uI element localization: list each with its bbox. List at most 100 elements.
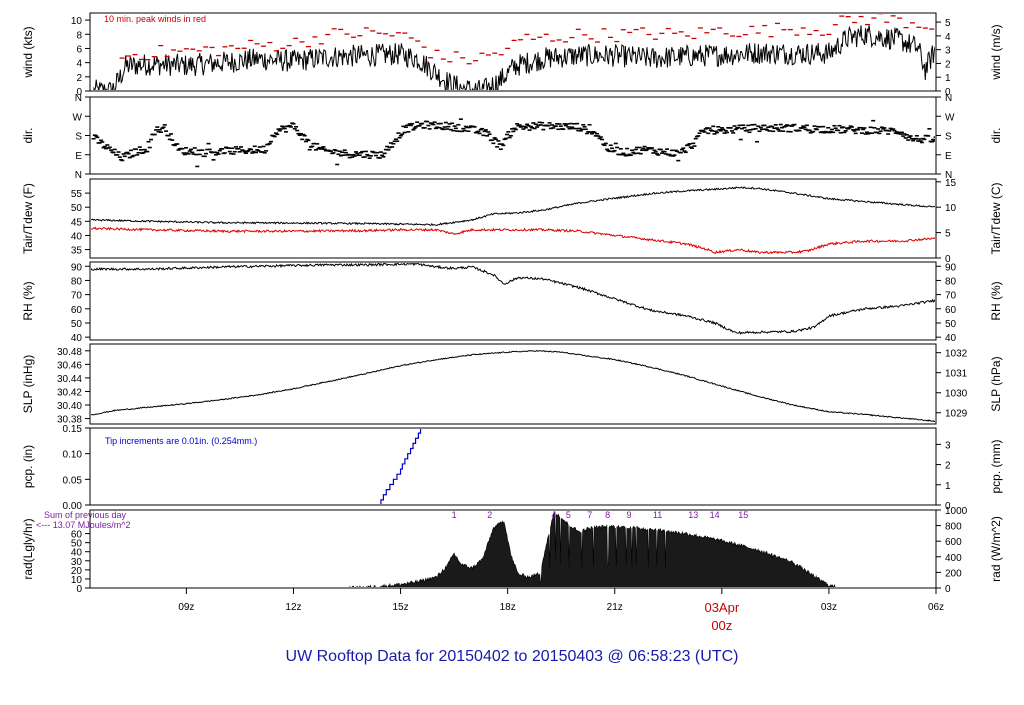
dir-series-group bbox=[91, 118, 935, 168]
rad-hour-marker: 4 bbox=[552, 510, 557, 520]
slp-frame bbox=[89, 343, 937, 425]
temp-right-tick-label: 10 bbox=[945, 203, 957, 214]
rad-left-tick-label: 40 bbox=[71, 548, 83, 559]
dir-right-tick-label: E bbox=[945, 151, 952, 162]
dir-left-tick-label: N bbox=[75, 170, 82, 181]
pcp-left-tick-label: 0.15 bbox=[63, 424, 83, 435]
rad-right-tick-label: 400 bbox=[945, 553, 962, 564]
rad-right-tick-label: 600 bbox=[945, 537, 962, 548]
temp-series-1-line bbox=[91, 226, 935, 255]
dir-right-tick-label: N bbox=[945, 93, 952, 104]
rh-left-tick-label: 70 bbox=[71, 291, 83, 302]
wind-series-group bbox=[93, 14, 935, 90]
slp-left-tick-label: 30.44 bbox=[57, 374, 82, 385]
panel-temp: 35 40 45 50 55 0 5 10 15 Tair/Tdew (F) Tair/Tdew (… bbox=[21, 178, 1003, 265]
rh-left-tick-label: 40 bbox=[71, 333, 83, 344]
slp-right-tick-label: 1032 bbox=[945, 349, 968, 360]
rad-frame bbox=[89, 509, 937, 589]
slp-ylabel-right: SLP (hPa) bbox=[989, 356, 1003, 411]
rad-left-tick-label: 10 bbox=[71, 575, 83, 586]
panel-rad: 010203040506002004006008001000rad(Lgly/h… bbox=[21, 506, 1003, 595]
dir-right-tick-label: N bbox=[945, 170, 952, 181]
temp-right-tick-label: 15 bbox=[945, 178, 957, 189]
rad-left-tick-label: 50 bbox=[71, 539, 83, 550]
rad-hour-marker: 5 bbox=[566, 510, 571, 520]
rad-hour-marker: 11 bbox=[653, 510, 662, 520]
x-tick-label: 15z bbox=[392, 602, 408, 613]
rad-hour-marker: 1 bbox=[452, 510, 457, 520]
slp-left-tick-label: 30.40 bbox=[57, 401, 82, 412]
dir-ylabel-left: dir. bbox=[21, 127, 35, 143]
rh-left-tick-label: 80 bbox=[71, 276, 83, 287]
slp-right-tick-label: 1030 bbox=[945, 389, 968, 400]
wind-right-tick-label: 1 bbox=[945, 73, 951, 84]
wind-right-tick-label: 5 bbox=[945, 18, 951, 29]
wind-annotation: 10 min. peak winds in red bbox=[104, 14, 206, 24]
dir-frame bbox=[89, 96, 937, 175]
rad-left-tick-label: 0 bbox=[76, 584, 82, 595]
pcp-left-tick-label: 0.00 bbox=[63, 501, 83, 512]
pcp-left-tick-label: 0.10 bbox=[63, 450, 83, 461]
rad-hour-marker: 14 bbox=[710, 510, 720, 520]
rad-hour-marker: 2 bbox=[487, 510, 492, 520]
rh-left-tick-label: 50 bbox=[71, 319, 83, 330]
wind-right-tick-label: 3 bbox=[945, 46, 951, 57]
rh-ylabel-right: RH (%) bbox=[989, 281, 1003, 320]
dir-left-tick-label: E bbox=[75, 151, 82, 162]
slp-left-tick-label: 30.38 bbox=[57, 415, 82, 426]
temp-left-tick-label: 40 bbox=[71, 231, 83, 242]
slp-ylabel-left: SLP (inHg) bbox=[21, 355, 35, 413]
rh-frame bbox=[89, 261, 937, 341]
rad-ylabel-right: rad (W/m^2) bbox=[989, 516, 1003, 582]
pcp-left-tick-label: 0.05 bbox=[63, 475, 83, 486]
footer-title: UW Rooftop Data for 20150402 to 20150403… bbox=[285, 648, 739, 665]
rh-right-tick-label: 50 bbox=[945, 319, 957, 330]
panel-rh: 40 50 60 70 80 90 40 50 60 70 80 90 RH (%) RH (%) bbox=[21, 261, 1003, 344]
rh-left-tick-label: 60 bbox=[71, 305, 83, 316]
rh-ylabel-left: RH (%) bbox=[21, 281, 35, 320]
rad-ylabel-left: rad(Lgly/hr) bbox=[21, 518, 35, 579]
x-tick-label: 21z bbox=[607, 602, 623, 613]
dir-right-tick-label: S bbox=[945, 132, 952, 143]
dir-ylabel-right: dir. bbox=[989, 127, 1003, 143]
rh-series-group bbox=[91, 263, 935, 335]
rad-right-tick-label: 200 bbox=[945, 568, 962, 579]
wind-frame bbox=[89, 12, 937, 92]
temp-left-tick-label: 45 bbox=[71, 217, 83, 228]
pcp-ylabel-left: pcp. (in) bbox=[21, 445, 35, 488]
rad-left-tick-label: 30 bbox=[71, 557, 83, 568]
temp-ylabel-right: Tair/Tdew (C) bbox=[989, 182, 1003, 254]
slp-series-0-line bbox=[91, 349, 935, 423]
rad-right-tick-label: 800 bbox=[945, 522, 962, 533]
x-axis: 09z 12z 15z 18z 21z 03Apr 00z 03z 06z bbox=[178, 588, 944, 633]
rh-right-tick-label: 80 bbox=[945, 276, 957, 287]
rh-right-tick-label: 40 bbox=[945, 333, 957, 344]
x-tick-label: 12z bbox=[285, 602, 301, 613]
x-tick-label: 18z bbox=[500, 602, 516, 613]
panel-pcp: 0.00 0.05 0.10 0.15 0 1 2 3 pcp. (in) pcp. (mm) Ti… bbox=[21, 424, 1003, 512]
temp-right-tick-label: 0 bbox=[945, 254, 951, 265]
rad-left-tick-label: 20 bbox=[71, 566, 83, 577]
rad-right-tick-label: 0 bbox=[945, 584, 951, 595]
dir-left-tick-label: S bbox=[75, 132, 82, 143]
temp-ylabel-left: Tair/Tdew (F) bbox=[21, 183, 35, 254]
panel-wind: 0 2 4 6 8 10 0 1 2 3 4 5 wind (kts) wind (m/s) 10 min.… bbox=[21, 12, 1003, 98]
dir-right-tick-label: W bbox=[945, 112, 955, 123]
slp-left-tick-label: 30.48 bbox=[57, 347, 82, 358]
dir-left-tick-label: N bbox=[75, 93, 82, 104]
wind-series-0-line bbox=[93, 25, 935, 90]
rad-hour-marker: 8 bbox=[605, 510, 610, 520]
temp-series-0-line bbox=[91, 186, 935, 226]
x-tick-label: 03z bbox=[821, 602, 837, 613]
rh-right-tick-label: 70 bbox=[945, 291, 957, 302]
x-tick-label: 09z bbox=[178, 602, 194, 613]
wind-right-tick-label: 2 bbox=[945, 59, 951, 70]
rad-hour-marker: 13 bbox=[688, 510, 698, 520]
rad-series-0-area bbox=[349, 511, 836, 587]
temp-right-tick-label: 5 bbox=[945, 229, 951, 240]
x-date-label: 03Apr bbox=[704, 600, 739, 615]
temp-left-tick-label: 35 bbox=[71, 246, 83, 257]
slp-right-tick-label: 1029 bbox=[945, 409, 968, 420]
